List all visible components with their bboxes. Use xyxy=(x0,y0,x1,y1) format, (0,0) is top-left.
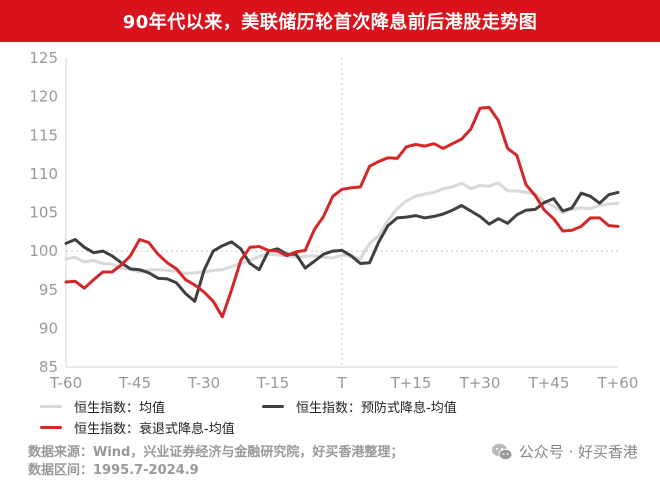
legend-label-recession: 恒生指数：衰退式降息-均值 xyxy=(74,422,235,437)
series-line-average xyxy=(64,181,620,275)
legend-swatch-average xyxy=(40,405,62,408)
legend-swatch-recession xyxy=(40,426,62,429)
y-tick-label: 85 xyxy=(39,358,58,376)
y-tick-label: 110 xyxy=(29,165,58,183)
line-chart: 85 90 95 100 105 110 115 120 125 T-60 T-45 T-30 T-15… xyxy=(29,49,639,392)
x-tick-label: T xyxy=(336,374,347,392)
series-line-recession xyxy=(64,105,620,319)
x-tick-label: T+60 xyxy=(597,374,639,392)
y-tick-label: 100 xyxy=(29,242,58,260)
chart-title: 90年代以来，美联储历轮首次降息前后港股走势图 xyxy=(122,12,538,33)
x-tick-label: T-15 xyxy=(256,374,289,392)
title-bar: 90年代以来，美联储历轮首次降息前后港股走势图 xyxy=(0,0,660,42)
source-line: 数据来源：Wind，兴业证券经济与金融研究院，好买香港整理； xyxy=(28,445,404,460)
y-tick-label: 105 xyxy=(29,204,58,222)
wechat-icon xyxy=(491,443,513,460)
legend-item-preventive: 恒生指数：预防式降息-均值 xyxy=(262,397,457,416)
legend-item-average: 恒生指数：均值 xyxy=(40,397,165,416)
y-tick-label: 90 xyxy=(39,319,58,337)
y-tick-label: 125 xyxy=(29,49,58,67)
legend-label-preventive: 恒生指数：预防式降息-均值 xyxy=(296,401,457,416)
series-line-preventive xyxy=(64,190,620,303)
date-range-line: 数据区间：1995.7-2024.9 xyxy=(28,463,199,478)
x-tick-label: T+45 xyxy=(528,374,570,392)
x-tick-label: T-30 xyxy=(187,374,220,392)
legend-swatch-preventive xyxy=(262,405,284,408)
y-tick-label: 95 xyxy=(39,281,58,299)
x-tick-label: T+15 xyxy=(390,374,432,392)
x-tick-label: T-60 xyxy=(49,374,82,392)
legend-item-recession: 恒生指数：衰退式降息-均值 xyxy=(40,418,235,437)
x-tick-label: T+30 xyxy=(459,374,501,392)
y-tick-label: 120 xyxy=(29,88,58,106)
brand-text: 公众号 · 好买香港 xyxy=(518,443,638,461)
brand: 公众号 · 好买香港 xyxy=(491,441,638,462)
y-tick-label: 115 xyxy=(29,126,58,144)
legend-label-average: 恒生指数：均值 xyxy=(74,401,166,416)
x-tick-label: T-45 xyxy=(118,374,151,392)
